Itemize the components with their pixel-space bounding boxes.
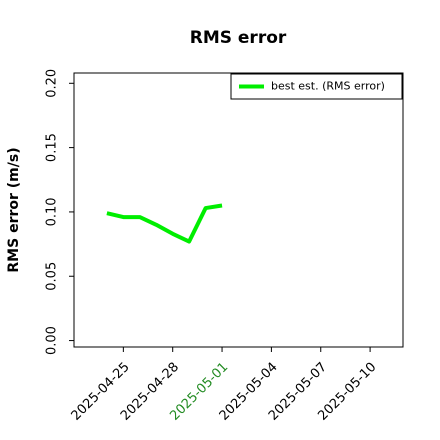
y-tick-label: 0.10: [45, 197, 60, 226]
y-tick-label: 0.15: [45, 133, 60, 162]
plot-frame: [73, 72, 404, 348]
data-line: [106, 203, 223, 244]
y-tick-label: 0.05: [45, 262, 60, 291]
y-axis-label: RMS error (m/s): [6, 147, 22, 272]
y-tick-label: 0.20: [45, 69, 60, 98]
y-tick-label: 0.00: [45, 326, 60, 355]
legend-label: best est. (RMS error): [271, 80, 385, 93]
chart-title: RMS error: [190, 28, 287, 48]
